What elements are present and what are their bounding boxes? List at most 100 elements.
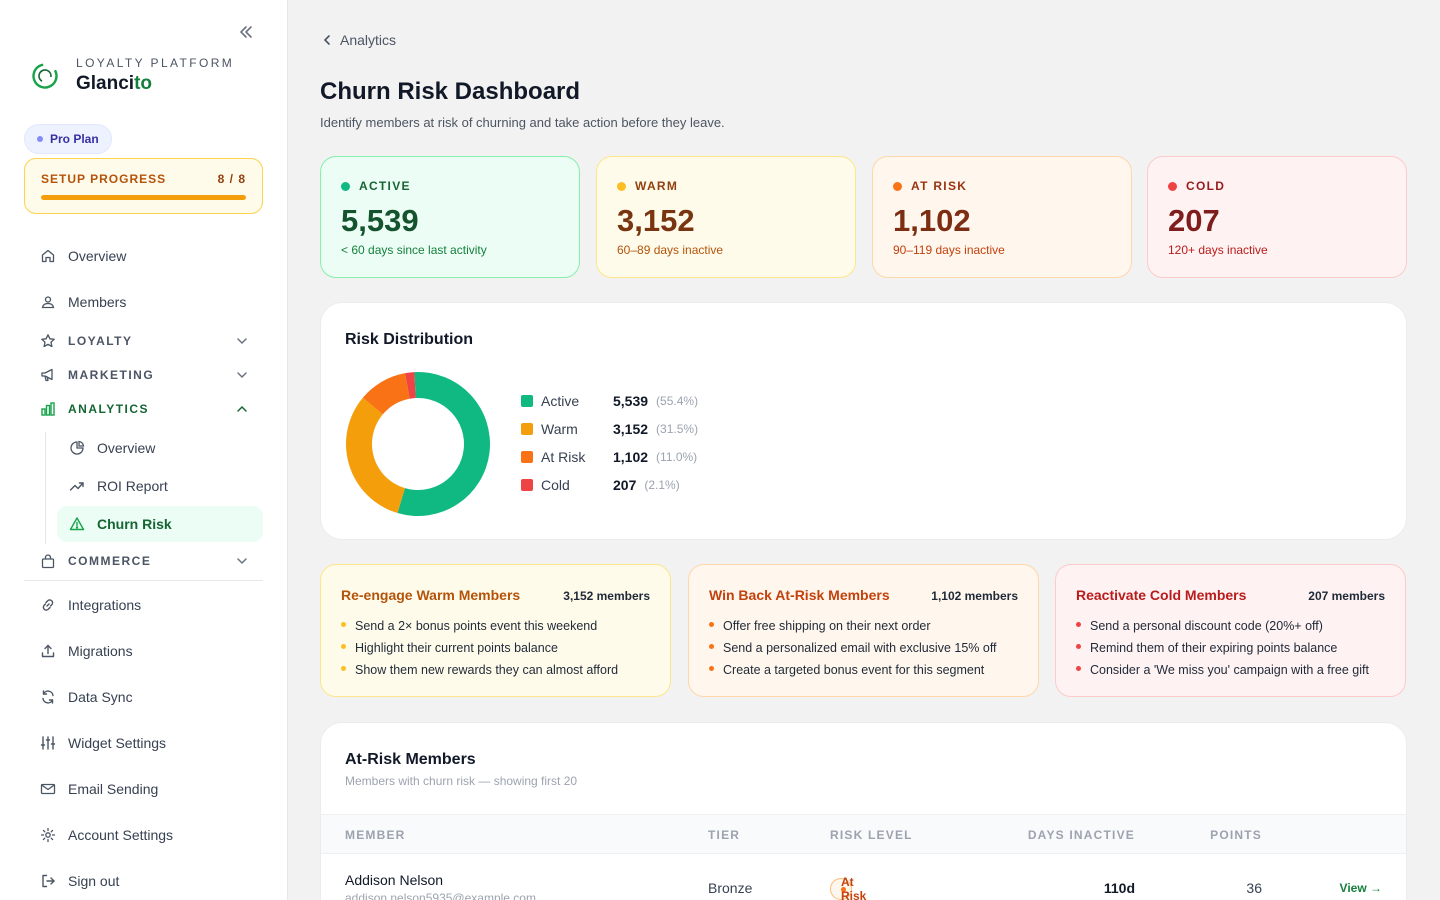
warning-triangle-icon bbox=[69, 517, 85, 531]
page-title: Churn Risk Dashboard bbox=[320, 78, 581, 105]
nav-widget-settings[interactable]: Widget Settings bbox=[24, 725, 263, 761]
nav-account-settings-label: Account Settings bbox=[68, 827, 174, 843]
column-header-days-inactive[interactable]: DAYS INACTIVE bbox=[1027, 828, 1135, 842]
nav-email-sending[interactable]: Email Sending bbox=[24, 771, 263, 807]
stat-card-at-risk: AT RISK 1,102 90–119 days inactive bbox=[872, 156, 1132, 278]
legend-item-active: Active 5,539 (55.4%) bbox=[521, 391, 698, 411]
nav-group-analytics[interactable]: ANALYTICS bbox=[24, 394, 263, 424]
glancito-logo-icon bbox=[32, 62, 58, 89]
member-email: addison.nelson5935@example.com bbox=[345, 891, 536, 900]
table-header: MEMBER TIER RISK LEVEL DAYS INACTIVE POI… bbox=[321, 814, 1406, 854]
legend-item-at-risk: At Risk 1,102 (11.0%) bbox=[521, 447, 697, 467]
action-list-item: Show them new rewards they can almost af… bbox=[341, 659, 650, 681]
nav-roi-report-label: ROI Report bbox=[97, 478, 168, 494]
member-tier: Bronze bbox=[708, 880, 753, 896]
stat-label: ACTIVE bbox=[359, 179, 411, 193]
brand-name: Glancito bbox=[76, 73, 234, 95]
plan-badge: Pro Plan bbox=[24, 124, 112, 154]
legend-percent: (31.5%) bbox=[656, 422, 699, 436]
legend-label: Warm bbox=[541, 421, 578, 437]
nav-overview[interactable]: Overview bbox=[24, 238, 263, 274]
nav-sign-out-label: Sign out bbox=[68, 873, 120, 889]
nav-integrations[interactable]: Integrations bbox=[24, 587, 263, 623]
nav-churn-risk-label: Churn Risk bbox=[97, 516, 172, 532]
action-title: Reactivate Cold Members bbox=[1076, 587, 1247, 603]
legend-percent: (11.0%) bbox=[656, 450, 698, 464]
nav-analytics-overview[interactable]: Overview bbox=[57, 430, 263, 466]
column-header-member[interactable]: MEMBER bbox=[345, 828, 406, 842]
risk-distribution-panel: Risk Distribution Active 5,539 (55.4%) W… bbox=[320, 302, 1407, 540]
nav-group-marketing[interactable]: MARKETING bbox=[24, 360, 263, 390]
view-member-link[interactable]: View → bbox=[1339, 881, 1382, 895]
nav-sign-out[interactable]: Sign out bbox=[24, 863, 263, 899]
nav-roi-report[interactable]: ROI Report bbox=[57, 468, 263, 504]
column-header-risk-level[interactable]: RISK LEVEL bbox=[830, 828, 913, 842]
action-list-item: Send a personalized email with exclusive… bbox=[709, 637, 1018, 659]
legend-label: At Risk bbox=[541, 449, 586, 465]
sync-icon bbox=[42, 690, 54, 704]
action-card-warm: Re-engage Warm Members 3,152 members Sen… bbox=[320, 564, 671, 697]
link-icon bbox=[42, 599, 54, 611]
chevron-left-icon bbox=[323, 35, 330, 45]
action-title: Win Back At-Risk Members bbox=[709, 587, 890, 603]
table-row[interactable]: Addison Nelson addison.nelson5935@exampl… bbox=[321, 854, 1406, 900]
stat-card-active: ACTIVE 5,539 < 60 days since last activi… bbox=[320, 156, 580, 278]
chevron-down-icon bbox=[237, 338, 247, 345]
at-risk-members-subtitle: Members with churn risk — showing first … bbox=[345, 774, 578, 788]
legend-swatch bbox=[521, 423, 533, 435]
column-header-points[interactable]: POINTS bbox=[1210, 828, 1262, 842]
nav-data-sync-label: Data Sync bbox=[68, 689, 133, 705]
legend-label: Cold bbox=[541, 477, 570, 493]
nav-widget-settings-label: Widget Settings bbox=[68, 735, 167, 751]
setup-progress-count: 8 / 8 bbox=[217, 172, 246, 186]
legend-percent: (2.1%) bbox=[644, 478, 680, 492]
status-dot-warm bbox=[617, 181, 626, 191]
legend-percent: (55.4%) bbox=[656, 394, 699, 408]
donut-slice-warm bbox=[346, 397, 405, 514]
action-title: Re-engage Warm Members bbox=[341, 587, 521, 603]
breadcrumb[interactable]: Analytics bbox=[320, 32, 396, 48]
legend-item-warm: Warm 3,152 (31.5%) bbox=[521, 419, 698, 439]
chevron-down-icon bbox=[237, 372, 247, 379]
status-dot-at-risk bbox=[893, 181, 902, 191]
risk-distribution-donut-chart bbox=[346, 372, 490, 516]
nav-migrations[interactable]: Migrations bbox=[24, 633, 263, 669]
breadcrumb-label: Analytics bbox=[340, 32, 397, 48]
nav-group-loyalty[interactable]: LOYALTY bbox=[24, 326, 263, 356]
action-count: 1,102 members bbox=[931, 589, 1018, 603]
at-risk-members-panel: At-Risk Members Members with churn risk … bbox=[320, 722, 1407, 900]
nav-group-commerce[interactable]: COMMERCE bbox=[24, 546, 263, 576]
nav-group-marketing-label: MARKETING bbox=[68, 368, 155, 382]
upload-icon bbox=[41, 644, 55, 658]
legend-swatch bbox=[521, 479, 533, 491]
plan-label: Pro Plan bbox=[50, 132, 99, 146]
collapse-sidebar-icon[interactable] bbox=[236, 22, 256, 42]
stat-description: 90–119 days inactive bbox=[893, 243, 1005, 257]
setup-progress-card[interactable]: SETUP PROGRESS 8 / 8 bbox=[24, 158, 263, 214]
setup-progress-fill bbox=[41, 195, 246, 200]
nav-data-sync[interactable]: Data Sync bbox=[24, 679, 263, 715]
action-card-at-risk: Win Back At-Risk Members 1,102 members O… bbox=[688, 564, 1039, 697]
sign-out-icon bbox=[42, 874, 55, 888]
nav-migrations-label: Migrations bbox=[68, 643, 133, 659]
nav-churn-risk[interactable]: Churn Risk bbox=[57, 506, 263, 542]
action-list: Offer free shipping on their next order … bbox=[709, 615, 1018, 681]
megaphone-icon bbox=[41, 368, 53, 382]
legend-value: 207 bbox=[613, 477, 637, 493]
status-dot-active bbox=[341, 181, 350, 191]
nav-members[interactable]: Members bbox=[24, 284, 263, 320]
stat-value: 3,152 bbox=[617, 203, 695, 238]
legend-value: 1,102 bbox=[613, 449, 649, 465]
column-header-tier[interactable]: TIER bbox=[708, 828, 741, 842]
nav-group-commerce-label: COMMERCE bbox=[68, 554, 152, 568]
stat-label: WARM bbox=[635, 179, 679, 193]
stat-label: AT RISK bbox=[911, 179, 968, 193]
stat-value: 5,539 bbox=[341, 203, 419, 238]
action-list-item: Create a targeted bonus event for this s… bbox=[709, 659, 1018, 681]
page-subtitle: Identify members at risk of churning and… bbox=[320, 115, 725, 130]
action-list-item: Consider a 'We miss you' campaign with a… bbox=[1076, 659, 1385, 681]
stat-description: 120+ days inactive bbox=[1168, 243, 1268, 257]
bag-icon bbox=[41, 554, 55, 569]
nav-account-settings[interactable]: Account Settings bbox=[24, 817, 263, 853]
member-name: Addison Nelson bbox=[345, 872, 444, 888]
